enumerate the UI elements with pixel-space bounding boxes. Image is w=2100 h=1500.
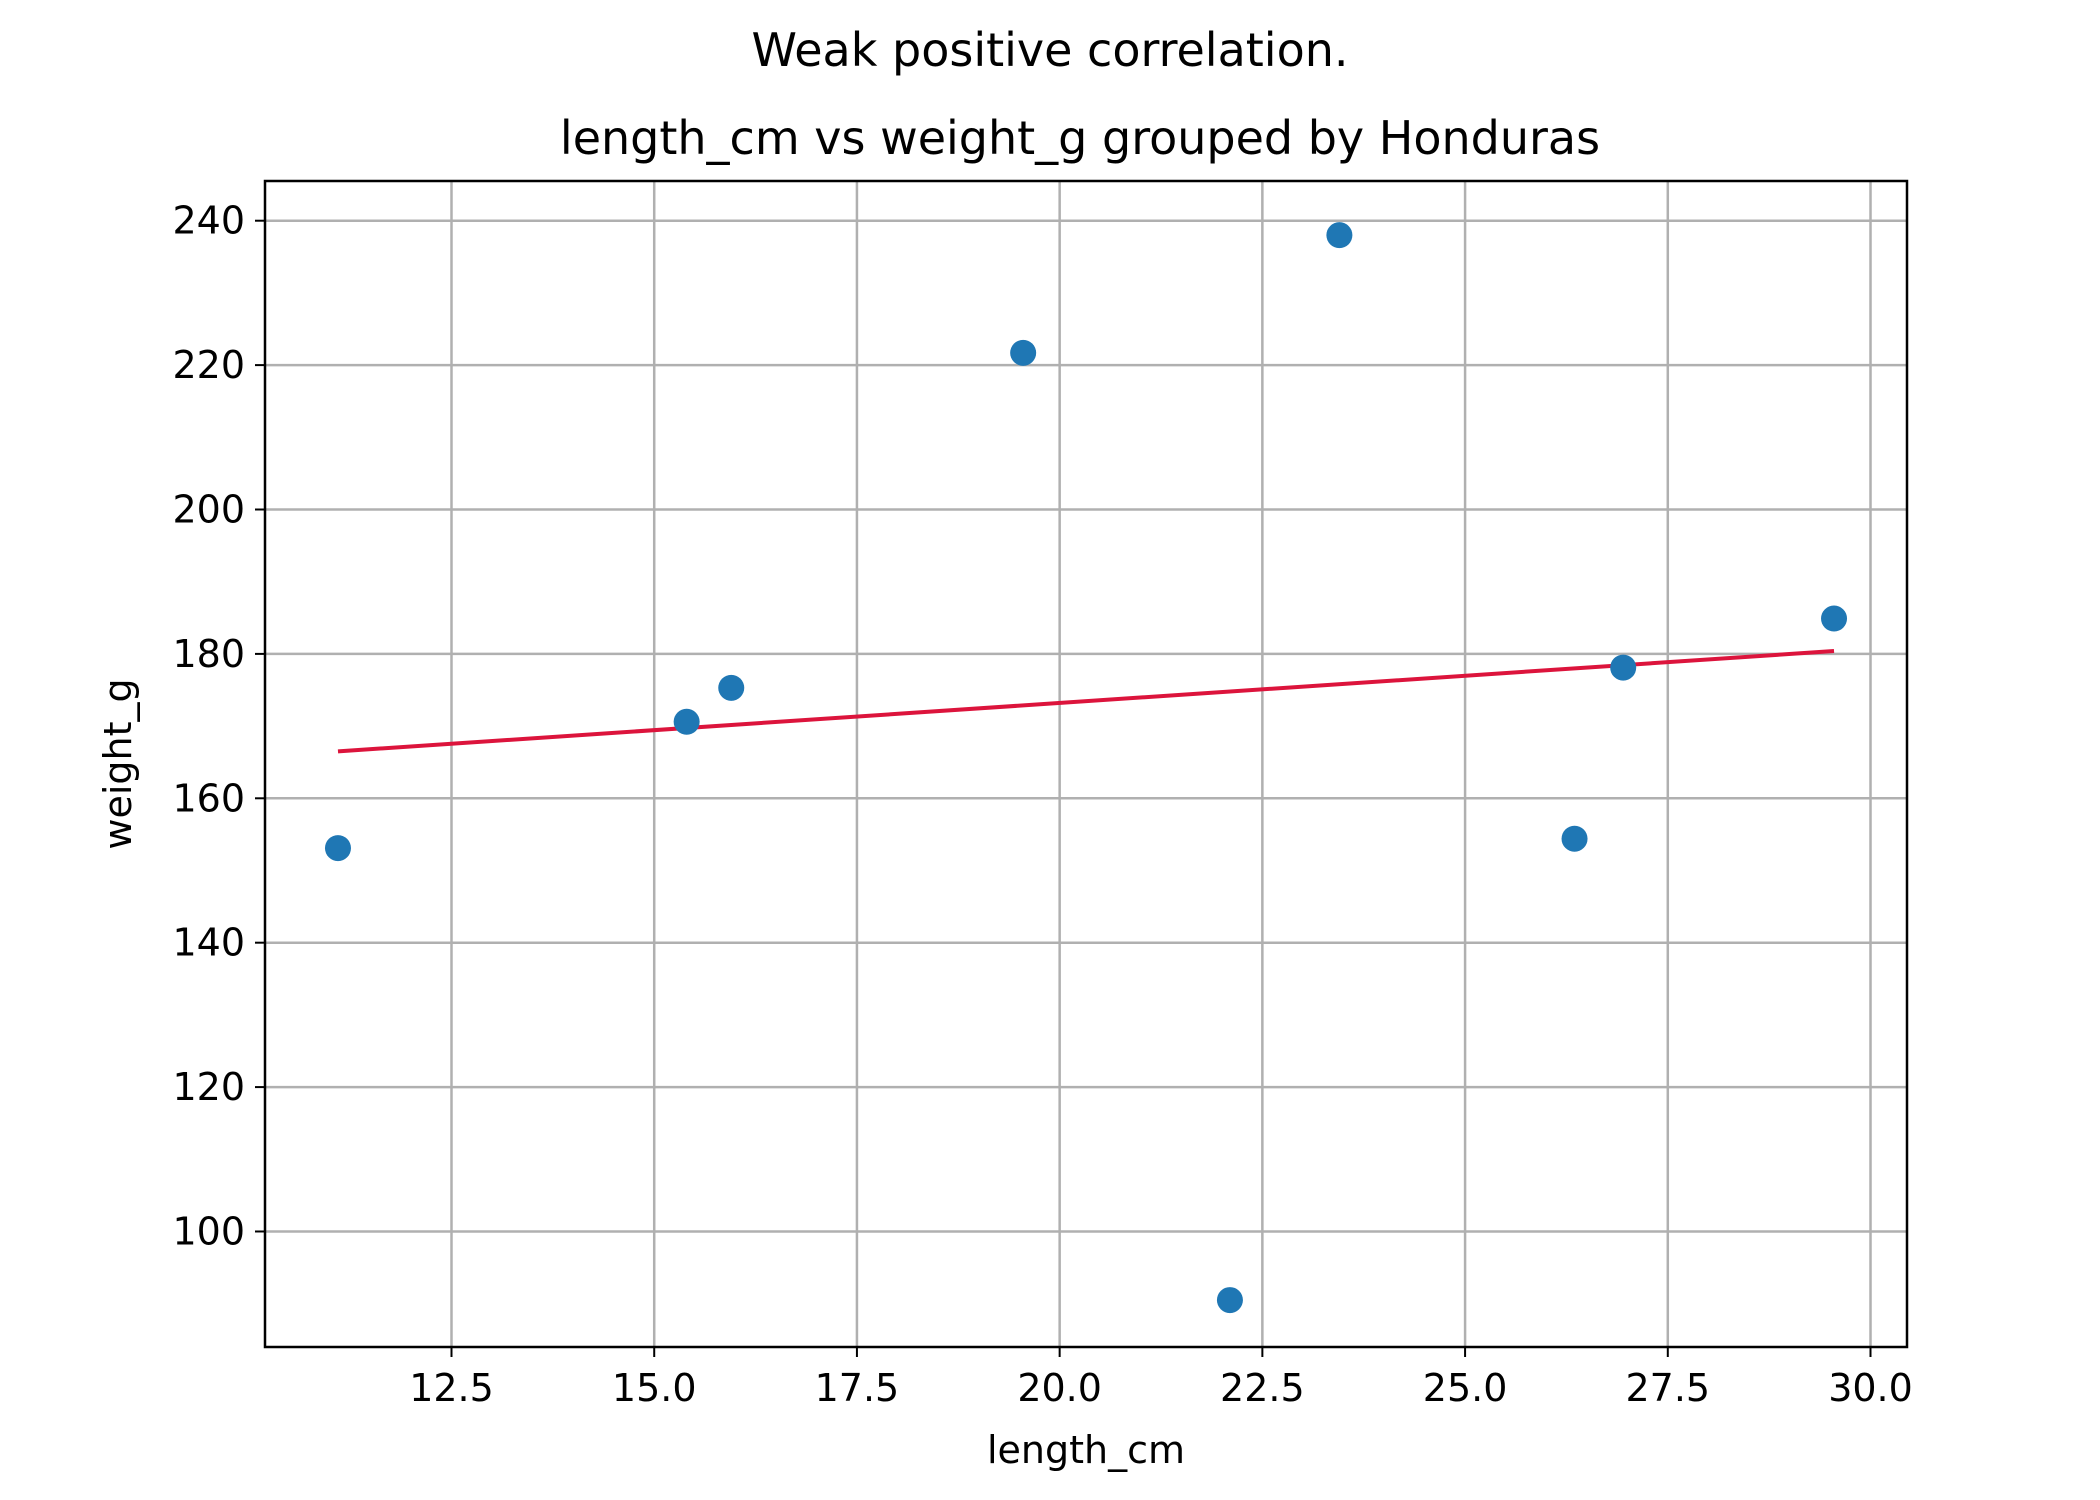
x-tick-label: 22.5 xyxy=(1220,1366,1305,1410)
data-point xyxy=(1821,605,1848,632)
x-tick-label: 30.0 xyxy=(1828,1366,1913,1410)
data-point xyxy=(673,708,700,735)
axis-ticks: 12.5 15.0 17.5 20.0 22.5 25.0 27.5 30.0 100 120 14… xyxy=(172,199,1912,1410)
trendline-layer xyxy=(337,649,1835,754)
y-tick-label: 220 xyxy=(172,343,245,387)
y-axis-label: weight_g xyxy=(96,678,140,849)
x-tick-label: 17.5 xyxy=(815,1366,900,1410)
y-tick-label: 180 xyxy=(172,632,245,676)
chart-suptitle: Weak positive correlation. xyxy=(751,23,1348,77)
x-tick-label: 15.0 xyxy=(612,1366,697,1410)
x-tick-label: 20.0 xyxy=(1017,1366,1102,1410)
y-tick-label: 120 xyxy=(172,1065,245,1109)
y-tick-label: 100 xyxy=(172,1209,245,1253)
chart-title: length_cm vs weight_g grouped by Hondura… xyxy=(560,111,1600,165)
data-point xyxy=(324,835,351,862)
data-point xyxy=(718,674,745,701)
y-tick-label: 240 xyxy=(172,199,245,243)
data-point xyxy=(1561,825,1588,852)
y-tick-label: 200 xyxy=(172,488,245,532)
data-point xyxy=(1010,339,1037,366)
x-tick-label: 27.5 xyxy=(1625,1366,1710,1410)
x-tick-label: 25.0 xyxy=(1423,1366,1508,1410)
data-point xyxy=(1326,222,1353,249)
data-point xyxy=(1610,654,1637,681)
data-point xyxy=(1216,1287,1243,1314)
data-points xyxy=(324,222,1848,1314)
plot-frame xyxy=(263,179,1909,1349)
x-axis-label: length_cm xyxy=(987,1428,1185,1472)
x-tick-label: 12.5 xyxy=(409,1366,494,1410)
y-tick-label: 160 xyxy=(172,776,245,820)
grid-lines xyxy=(265,181,1907,1347)
trendline xyxy=(337,649,1835,754)
y-tick-label: 140 xyxy=(172,921,245,965)
